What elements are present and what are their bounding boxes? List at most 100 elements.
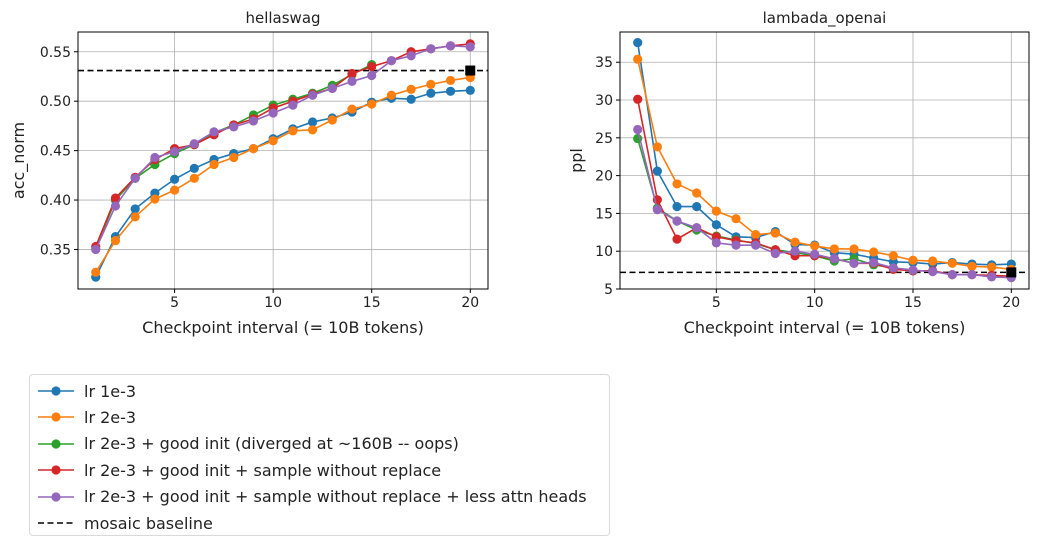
chart-0-frame	[77, 31, 489, 290]
chart-0-series-4-point	[445, 41, 456, 51]
chart-1-series-1-point	[967, 261, 977, 271]
chart-1-ytick-label: 35	[595, 55, 613, 71]
chart-0-series-4-point	[406, 51, 416, 61]
chart-0-series-4-point	[367, 70, 377, 81]
legend-label: mosaic baseline	[84, 513, 213, 533]
legend-marker	[51, 465, 61, 475]
chart-0-series-1-point	[130, 212, 140, 222]
chart-1-xtick-label: 5	[712, 295, 721, 311]
chart-0-series-0-point	[465, 85, 475, 95]
chart-1-baseline-marker	[1006, 267, 1017, 278]
legend-marker	[51, 386, 61, 396]
chart-0-ytick-label: 0.50	[40, 94, 71, 110]
chart-0-series-1-point	[307, 125, 318, 135]
hellaswag-panel: 5 10 15 20 0.35 0.40 0.45 0.50 0.55 hellaswag Chec…	[9, 9, 489, 337]
legend-label: lr 2e-3	[84, 407, 137, 427]
chart-0-series-4-point	[150, 152, 160, 163]
chart-1-series-4-point	[947, 270, 957, 280]
chart-0-xtick-label: 5	[170, 295, 179, 311]
chart-0-series-0-point	[406, 94, 416, 104]
chart-0-series-4-point	[386, 56, 397, 66]
legend-swatch	[38, 386, 74, 396]
chart-0-series-4-line	[95, 45, 471, 250]
legend-item: lr 2e-3 + good init (diverged at ~160B -…	[36, 433, 459, 455]
chart-0-series-0-point	[426, 88, 436, 98]
chart-1-series-1-point	[770, 228, 780, 238]
chart-1-series-0-point	[652, 166, 662, 176]
chart-1-series-3-point	[672, 234, 682, 244]
chart-1-series-1-point	[908, 255, 918, 265]
chart-1-series-0-point	[633, 37, 643, 48]
chart-1-series-4-point	[672, 216, 682, 226]
chart-1-xtick-label: 20	[1002, 295, 1020, 311]
chart-1-series-0-point	[672, 202, 682, 212]
chart-0-series-4-point	[110, 201, 121, 211]
chart-1-series-4-point	[633, 124, 643, 135]
chart-1-series-4-point	[692, 223, 702, 233]
chart-0-series-1-point	[91, 267, 101, 277]
chart-0-series-4-point	[248, 116, 259, 126]
chart-1-xlabel: Checkpoint interval (= 10B tokens)	[684, 318, 966, 337]
chart-1-ytick-label: 15	[595, 206, 613, 222]
chart-0-series-1-point	[327, 115, 337, 125]
chart-1-series-4-point	[849, 258, 859, 268]
chart-0-series-1-point	[268, 136, 278, 146]
chart-0-series-4-point	[465, 42, 475, 52]
chart-1-series-0-point	[692, 202, 702, 212]
chart-1-series-1-point	[869, 247, 879, 257]
legend-swatch	[38, 465, 74, 475]
chart-1-series-4-point	[928, 267, 938, 277]
legend-item: mosaic baseline	[36, 512, 213, 534]
legend-swatch	[38, 439, 74, 449]
legend-label: lr 2e-3 + good init + sample without rep…	[84, 460, 442, 480]
legend: lr 1e-3 lr 2e-3 lr 2e-3 + good init (diver…	[29, 374, 610, 536]
legend-swatch	[38, 522, 74, 524]
chart-0-xlabel: Checkpoint interval (= 10B tokens)	[142, 318, 424, 337]
legend-item: lr 2e-3 + good init + sample without rep…	[36, 486, 587, 508]
chart-0-series-4-point	[288, 100, 298, 110]
legend-item: lr 1e-3	[36, 380, 136, 402]
lambada-openai-panel: 5 10 15 20 5 10 15 20 25 30 35 lambada_openai Checkp…	[567, 9, 1030, 337]
chart-1-series-1-point	[829, 244, 839, 254]
chart-0-xtick-label: 15	[363, 295, 381, 311]
chart-0-series-4-point	[268, 108, 278, 118]
chart-0-ytick-label: 0.35	[40, 242, 71, 258]
chart-0-series-4-point	[209, 127, 219, 137]
chart-1-series-4-point	[790, 246, 800, 256]
chart-1-series-1-line	[636, 59, 1012, 271]
chart-0-ylabel: acc_norm	[9, 122, 29, 199]
chart-0-series-4-point	[327, 83, 337, 93]
chart-1-series-4-point	[888, 263, 898, 273]
legend-marker	[51, 412, 61, 422]
chart-0-series-1-point	[248, 144, 259, 154]
chart-1-ytick-label: 20	[595, 169, 613, 185]
chart-0-series-4-point	[347, 76, 357, 87]
chart-0-series-4-point	[130, 173, 140, 183]
chart-0-xtick-label: 10	[264, 295, 282, 311]
chart-1-series-1-point	[810, 241, 820, 251]
legend-swatch	[38, 412, 74, 422]
chart-1-series-1-point	[928, 256, 938, 266]
chart-0-series-1-point	[229, 152, 239, 163]
chart-0-series-1-point	[445, 75, 456, 86]
chart-1-series-4-point	[987, 272, 997, 282]
chart-1-series-4-point	[908, 265, 918, 275]
chart-1-ytick-label: 30	[595, 93, 613, 109]
chart-0-series-4-point	[426, 44, 436, 54]
chart-1-series-1-point	[947, 258, 957, 268]
chart-0-series-0-point	[130, 204, 140, 214]
chart-1-series-1-point	[790, 237, 800, 247]
legend-item: lr 2e-3 + good init + sample without rep…	[36, 459, 441, 481]
chart-1-series-4-point	[751, 240, 761, 250]
chart-0-series-3-point	[347, 68, 357, 79]
legend-label: lr 2e-3 + good init + sample without rep…	[84, 487, 587, 507]
chart-0-series-3-point	[367, 61, 377, 72]
chart-0-series-0-point	[307, 117, 318, 127]
chart-0-series-4-point	[91, 244, 101, 255]
chart-0-series-1-point	[288, 126, 298, 136]
chart-0-series-1-point	[347, 104, 357, 114]
chart-1-series-4-point	[829, 254, 839, 264]
chart-0-series-1-point	[426, 79, 436, 89]
chart-0-series-0-point	[169, 174, 180, 184]
